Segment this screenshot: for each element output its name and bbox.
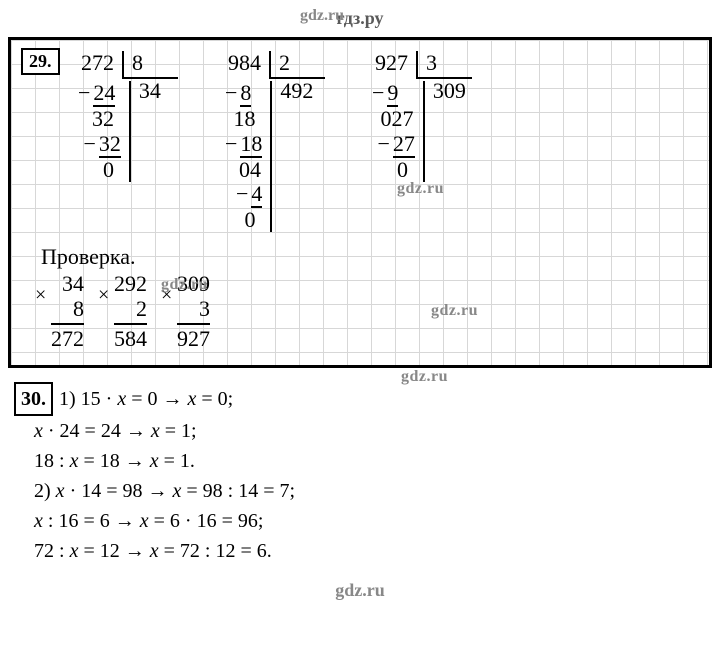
multiplication-checks: ×348272 ×2922584 ×3093927 <box>21 272 699 351</box>
equation-line: 72 : x = 12 → x = 72 : 12 = 6. <box>34 536 706 566</box>
equation-line: 2) x · 14 = 98 → x = 98 : 14 = 7; <box>34 476 706 506</box>
equation-line: 18 : x = 18 → x = 1. <box>34 446 706 476</box>
long-division: 2728−24 32 −32 034 <box>81 51 178 232</box>
equation-line: x · 24 = 24 → x = 1; <box>34 416 706 446</box>
long-division: 9842−8 18−18 04 −4 0492 <box>228 51 325 232</box>
equation-line: x : 16 = 6 → x = 6 · 16 = 96; <box>34 506 706 536</box>
multiplication-check: ×3093927 <box>177 272 210 351</box>
footer-watermark: gdz.ru <box>0 574 720 611</box>
watermark: gdz.ru <box>300 4 344 28</box>
problem-29-box: 29. 2728−24 32 −32 0349842−8 18−18 04 −4… <box>8 37 712 368</box>
problem-29-content: 2728−24 32 −32 0349842−8 18−18 04 −4 049… <box>11 75 709 365</box>
multiplication-check: ×348272 <box>51 272 84 351</box>
site-header: гдз.ру <box>0 0 720 33</box>
check-label: Проверка. <box>41 244 699 270</box>
long-division: 9273−9 027 −27 0309 <box>375 51 472 232</box>
multiplication-check: ×2922584 <box>114 272 147 351</box>
equation-line: 30.1) 15 · x = 0 → x = 0;gdz.ru <box>14 382 706 416</box>
long-divisions: 2728−24 32 −32 034 9842−8 18−18 04 −4 049… <box>21 51 699 232</box>
problem-30-badge: 30. <box>14 382 53 416</box>
problem-30: 30.1) 15 · x = 0 → x = 0;gdz.rux · 24 = … <box>14 382 706 566</box>
